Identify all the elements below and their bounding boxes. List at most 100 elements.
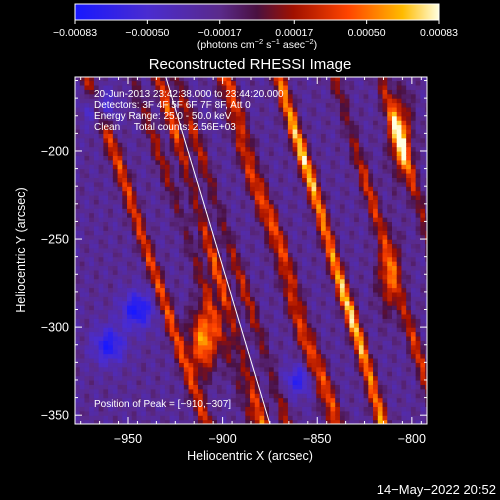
- heatmap-cell: [235, 217, 242, 223]
- heatmap-cell: [141, 168, 147, 174]
- heatmap-cell: [127, 142, 133, 148]
- heatmap-cell: [268, 217, 275, 223]
- heatmap-cell: [136, 375, 142, 381]
- heatmap-cell: [321, 102, 327, 108]
- heatmap-cell: [264, 357, 270, 363]
- heatmap-cell: [164, 195, 171, 201]
- heatmap-cell: [335, 318, 341, 324]
- heatmap-cell: [202, 318, 209, 324]
- heatmap-cell: [75, 106, 81, 112]
- heatmap-cell: [141, 327, 147, 333]
- heatmap-cell: [145, 371, 152, 377]
- heatmap-cell: [297, 287, 303, 293]
- heatmap-cell: [207, 349, 213, 355]
- heatmap-cell: [283, 357, 289, 363]
- heatmap-cell: [330, 419, 336, 424]
- heatmap-cell: [373, 406, 379, 412]
- heatmap-cell: [112, 137, 119, 143]
- heatmap-cell: [306, 252, 313, 258]
- heatmap-cell: [283, 300, 289, 306]
- heatmap-cell: [316, 128, 322, 134]
- heatmap-cell: [202, 199, 209, 205]
- heatmap-cell: [141, 322, 147, 328]
- heatmap-cell: [349, 379, 355, 385]
- heatmap-cell: [112, 190, 119, 196]
- heatmap-cell: [131, 309, 138, 315]
- heatmap-cell: [117, 331, 123, 337]
- heatmap-cell: [354, 313, 360, 319]
- heatmap-cell: [325, 195, 332, 201]
- heatmap-cell: [221, 388, 227, 394]
- heatmap-cell: [316, 164, 322, 170]
- heatmap-cell: [84, 265, 90, 271]
- heatmap-cell: [198, 371, 204, 377]
- heatmap-cell: [292, 221, 298, 227]
- heatmap-cell: [155, 102, 161, 108]
- heatmap-cell: [344, 340, 351, 346]
- heatmap-cell: [84, 256, 90, 262]
- heatmap-cell: [344, 318, 351, 324]
- heatmap-cell: [127, 239, 133, 245]
- heatmap-cell: [198, 344, 204, 350]
- heatmap-cell: [264, 247, 270, 253]
- heatmap-cell: [98, 208, 104, 214]
- heatmap-cell: [354, 296, 360, 302]
- heatmap-cell: [89, 327, 95, 333]
- heatmap-cell: [231, 415, 237, 421]
- heatmap-cell: [306, 296, 313, 302]
- heatmap-cell: [98, 217, 104, 223]
- heatmap-cell: [292, 89, 298, 95]
- heatmap-cell: [254, 93, 261, 99]
- heatmap-cell: [108, 230, 114, 236]
- heatmap-cell: [93, 177, 100, 183]
- heatmap-cell: [216, 415, 223, 421]
- heatmap-cell: [93, 291, 100, 297]
- heatmap-cell: [311, 296, 317, 302]
- heatmap-cell: [150, 344, 157, 350]
- heatmap-cell: [259, 234, 265, 240]
- heatmap-cell: [164, 296, 171, 302]
- heatmap-cell: [235, 98, 242, 104]
- heatmap-cell: [254, 80, 261, 86]
- heatmap-cell: [141, 274, 147, 280]
- heatmap-cell: [292, 199, 298, 205]
- heatmap-cell: [89, 93, 95, 99]
- heatmap-cell: [212, 106, 218, 112]
- heatmap-cell: [250, 208, 256, 214]
- heatmap-cell: [112, 388, 119, 394]
- heatmap-cell: [131, 93, 138, 99]
- heatmap-cell: [108, 335, 114, 341]
- heatmap-cell: [75, 239, 81, 245]
- heatmap-cell: [216, 243, 223, 249]
- heatmap-cell: [316, 357, 322, 363]
- heatmap-cell: [354, 344, 360, 350]
- heatmap-cell: [202, 283, 209, 289]
- heatmap-cell: [188, 340, 194, 346]
- heatmap-cell: [240, 159, 246, 165]
- heatmap-cell: [235, 133, 242, 139]
- heatmap-cell: [155, 406, 161, 412]
- heatmap-cell: [264, 419, 270, 424]
- heatmap-cell: [278, 300, 284, 306]
- heatmap-cell: [283, 309, 289, 315]
- heatmap-cell: [311, 155, 317, 161]
- heatmap-cell: [207, 142, 213, 148]
- heatmap-cell: [321, 322, 327, 328]
- heatmap-cell: [268, 393, 275, 399]
- heatmap-cell: [179, 287, 185, 293]
- heatmap-cell: [122, 168, 128, 174]
- heatmap-cell: [335, 406, 341, 412]
- heatmap-cell: [245, 186, 251, 192]
- heatmap-cell: [141, 137, 147, 143]
- heatmap-cell: [278, 362, 284, 368]
- heatmap-cell: [363, 357, 369, 363]
- heatmap-cell: [155, 203, 161, 209]
- heatmap-cell: [306, 93, 313, 99]
- heatmap-cell: [226, 102, 232, 108]
- heatmap-cell: [179, 137, 185, 143]
- heatmap-cell: [363, 327, 369, 333]
- heatmap-cell: [193, 296, 199, 302]
- heatmap-cell: [193, 142, 199, 148]
- heatmap-cell: [145, 247, 152, 253]
- heatmap-cell: [254, 106, 261, 112]
